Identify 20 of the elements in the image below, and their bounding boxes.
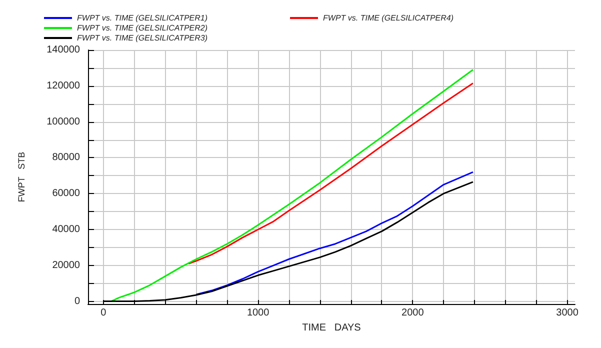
y-tick-label: 100000 [46, 116, 80, 128]
y-tick-label: 40000 [52, 224, 80, 236]
legend-label: FWPT vs. TIME (GELSILICATPER3) [77, 34, 208, 42]
x-axis-title: TIME DAYS [302, 322, 362, 334]
legend-label: FWPT vs. TIME (GELSILICATPER1) [77, 14, 208, 22]
y-tick-label: 60000 [52, 188, 80, 200]
y-tick-label: 20000 [52, 260, 80, 271]
x-tick-label: 1000 [246, 308, 270, 318]
x-tick-label: 0 [100, 308, 107, 318]
y-tick-label: 120000 [46, 80, 80, 92]
x-tick-label: 2000 [402, 308, 424, 318]
y-tick-label: 140000 [46, 44, 80, 56]
line-series [195, 171, 474, 296]
legend-label: FWPT vs. TIME (GELSILICATPER2) [77, 24, 208, 32]
y-tick-label: 80000 [52, 152, 80, 164]
line-series [188, 82, 474, 264]
legend-label: FWPT vs. TIME (GELSILICATPER4) [323, 14, 454, 22]
y-axis-title: FWPT STB [16, 152, 26, 202]
y-tick-label: 0 [74, 296, 80, 307]
x-tick-label: 3000 [556, 308, 579, 318]
